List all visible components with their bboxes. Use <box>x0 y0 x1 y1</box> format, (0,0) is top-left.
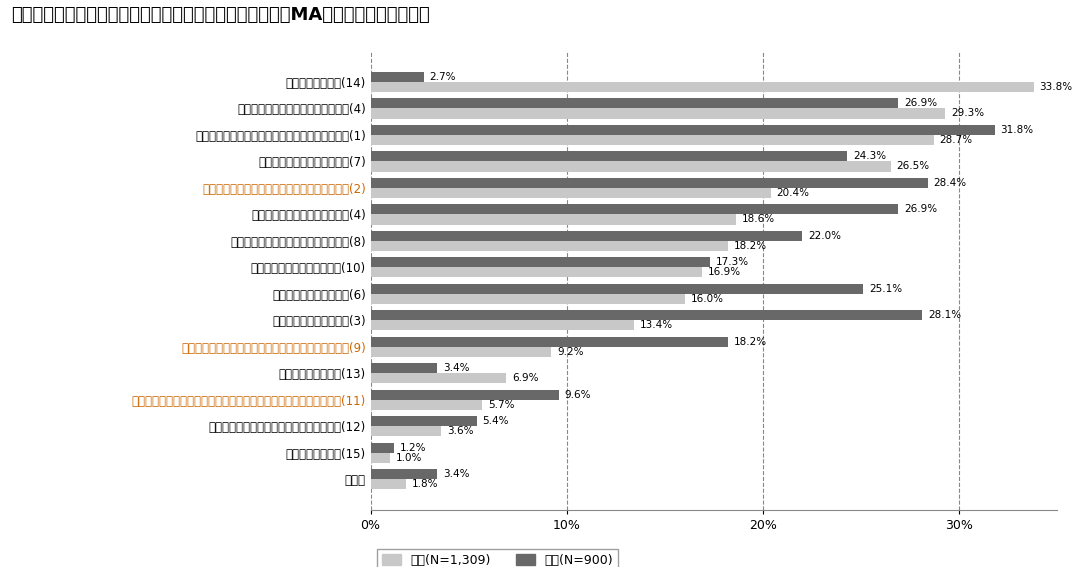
Bar <box>371 108 945 119</box>
Text: 28.7%: 28.7% <box>940 135 972 145</box>
Bar <box>371 294 685 304</box>
Bar <box>371 416 476 426</box>
Bar <box>371 347 552 357</box>
Text: 20.4%: 20.4% <box>777 188 810 198</box>
Bar <box>371 426 441 437</box>
Text: 3.4%: 3.4% <box>444 363 470 373</box>
Text: 1.8%: 1.8% <box>412 479 438 489</box>
Bar <box>371 400 483 410</box>
Text: 9.2%: 9.2% <box>557 347 583 357</box>
Text: 9.6%: 9.6% <box>565 390 592 400</box>
Text: 31.8%: 31.8% <box>1001 125 1033 135</box>
Bar <box>371 390 559 400</box>
Bar <box>371 363 437 374</box>
Text: 18.2%: 18.2% <box>734 241 766 251</box>
Bar <box>371 479 405 489</box>
Text: 18.2%: 18.2% <box>734 337 766 347</box>
Bar <box>371 151 847 162</box>
Text: 28.4%: 28.4% <box>934 178 967 188</box>
Text: 2.7%: 2.7% <box>429 72 456 82</box>
Bar <box>371 310 922 320</box>
Bar <box>371 241 728 251</box>
Bar <box>371 125 994 135</box>
Text: 1.0%: 1.0% <box>396 453 423 463</box>
Text: 17.3%: 17.3% <box>716 257 749 268</box>
Text: 29.3%: 29.3% <box>952 108 984 119</box>
Text: 18.6%: 18.6% <box>741 214 775 225</box>
Bar <box>371 178 928 188</box>
Bar <box>371 320 633 331</box>
Legend: 女性(N=1,309), 男性(N=900): 女性(N=1,309), 男性(N=900) <box>377 549 618 567</box>
Bar <box>371 284 863 294</box>
Bar <box>371 135 934 145</box>
Bar <box>371 99 898 108</box>
Text: 26.9%: 26.9% <box>905 204 937 214</box>
Text: 22.0%: 22.0% <box>808 231 841 241</box>
Text: 6.9%: 6.9% <box>512 374 538 383</box>
Bar <box>371 162 891 171</box>
Text: 13.4%: 13.4% <box>640 320 673 331</box>
Bar <box>371 204 898 214</box>
Bar <box>371 257 710 268</box>
Text: 3.4%: 3.4% <box>444 469 470 479</box>
Text: 26.5%: 26.5% <box>896 162 930 171</box>
Text: 33.8%: 33.8% <box>1040 82 1073 92</box>
Bar <box>371 374 506 383</box>
Bar <box>371 443 395 453</box>
Bar <box>371 72 424 82</box>
Text: 5.7%: 5.7% <box>488 400 514 410</box>
Bar <box>371 268 702 277</box>
Text: 5.4%: 5.4% <box>483 416 509 426</box>
Bar <box>371 82 1033 92</box>
Text: 3.6%: 3.6% <box>447 426 474 437</box>
Text: 図表５－１　「初めての正社員勤務先」を離職した理由（MA，性別，離職者全体）: 図表５－１ 「初めての正社員勤務先」を離職した理由（MA，性別，離職者全体） <box>11 6 429 24</box>
Text: 16.0%: 16.0% <box>690 294 724 304</box>
Text: 24.3%: 24.3% <box>853 151 886 162</box>
Bar <box>371 453 390 463</box>
Text: 16.9%: 16.9% <box>708 268 741 277</box>
Bar <box>371 337 728 347</box>
Text: 28.1%: 28.1% <box>928 310 961 320</box>
Text: 25.1%: 25.1% <box>869 284 903 294</box>
Bar <box>371 188 771 198</box>
Bar <box>371 469 437 479</box>
Text: 26.9%: 26.9% <box>905 99 937 108</box>
Bar <box>371 214 736 225</box>
Text: 1.2%: 1.2% <box>400 443 426 453</box>
Bar <box>371 231 802 241</box>
